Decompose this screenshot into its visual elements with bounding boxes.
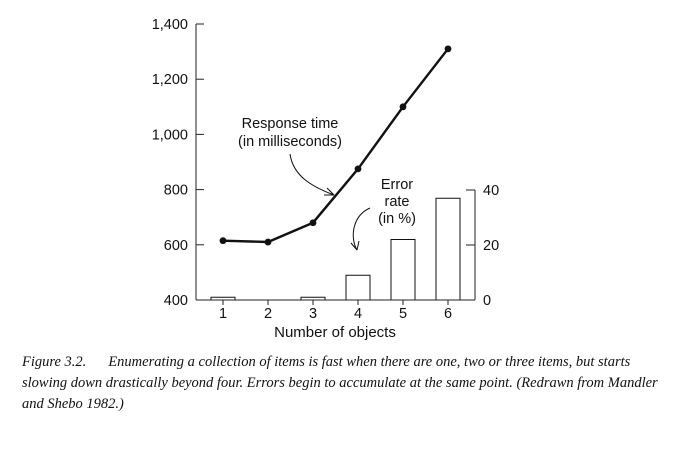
x-tick-label: 2 <box>264 306 272 322</box>
x-tick-label: 3 <box>309 306 317 322</box>
error-annotation-arrowhead <box>350 240 360 251</box>
right-tick-label: 20 <box>483 238 499 254</box>
x-axis-label: Number of objects <box>274 324 396 341</box>
response-annotation-arrow <box>289 153 335 196</box>
left-tick-label: 1,400 <box>152 17 188 33</box>
error-annotation-line-2: rate <box>385 194 410 210</box>
left-tick-label: 1,200 <box>152 72 188 88</box>
right-tick-label: 0 <box>483 293 491 309</box>
error-annotation-line-1: Error <box>381 177 413 193</box>
x-tick-label: 6 <box>444 306 452 322</box>
figure-caption-text: Enumerating a collection of items is fas… <box>22 354 658 412</box>
error-annotation-line-3: (in %) <box>378 211 416 227</box>
left-axis-ticks: 400 600 800 1,000 1,200 1,400 <box>152 17 204 309</box>
figure-label: Figure 3.2. <box>22 354 87 370</box>
x-tick-label: 5 <box>399 306 407 322</box>
right-tick-label: 40 <box>483 183 499 199</box>
x-tick-label: 1 <box>219 306 227 322</box>
response-time-point-6 <box>444 45 452 53</box>
error-bar-6 <box>435 197 461 301</box>
response-time-point-2 <box>264 238 272 246</box>
response-annotation-line-2: (in milliseconds) <box>238 134 342 150</box>
left-tick-label: 800 <box>164 183 188 199</box>
response-annotation-line-1: Response time <box>242 116 339 132</box>
figure-caption: Figure 3.2. Enumerating a collection of i… <box>22 352 662 415</box>
x-axis-ticks: 1 2 3 4 5 6 <box>219 300 452 322</box>
response-annotation-arrowhead <box>324 187 335 196</box>
chart: 400 600 800 1,000 1,200 1,400 0 20 40 1 2 3 4 5 6 Nu… <box>152 17 499 341</box>
x-tick-label: 4 <box>354 306 362 322</box>
response-time-point-3 <box>309 219 317 227</box>
error-rate-bars <box>210 197 461 301</box>
left-tick-label: 400 <box>164 293 188 309</box>
error-bar-5 <box>390 239 416 301</box>
response-time-line <box>222 48 449 244</box>
left-tick-label: 1,000 <box>152 127 188 143</box>
error-bar-4 <box>345 274 371 301</box>
response-time-point-4 <box>354 165 362 173</box>
response-time-point-5 <box>399 103 407 111</box>
left-tick-label: 600 <box>164 238 188 254</box>
right-axis-ticks: 0 20 40 <box>466 183 499 309</box>
error-annotation-arrow <box>352 207 371 251</box>
response-time-point-1 <box>219 237 227 245</box>
response-time-points <box>219 45 452 246</box>
